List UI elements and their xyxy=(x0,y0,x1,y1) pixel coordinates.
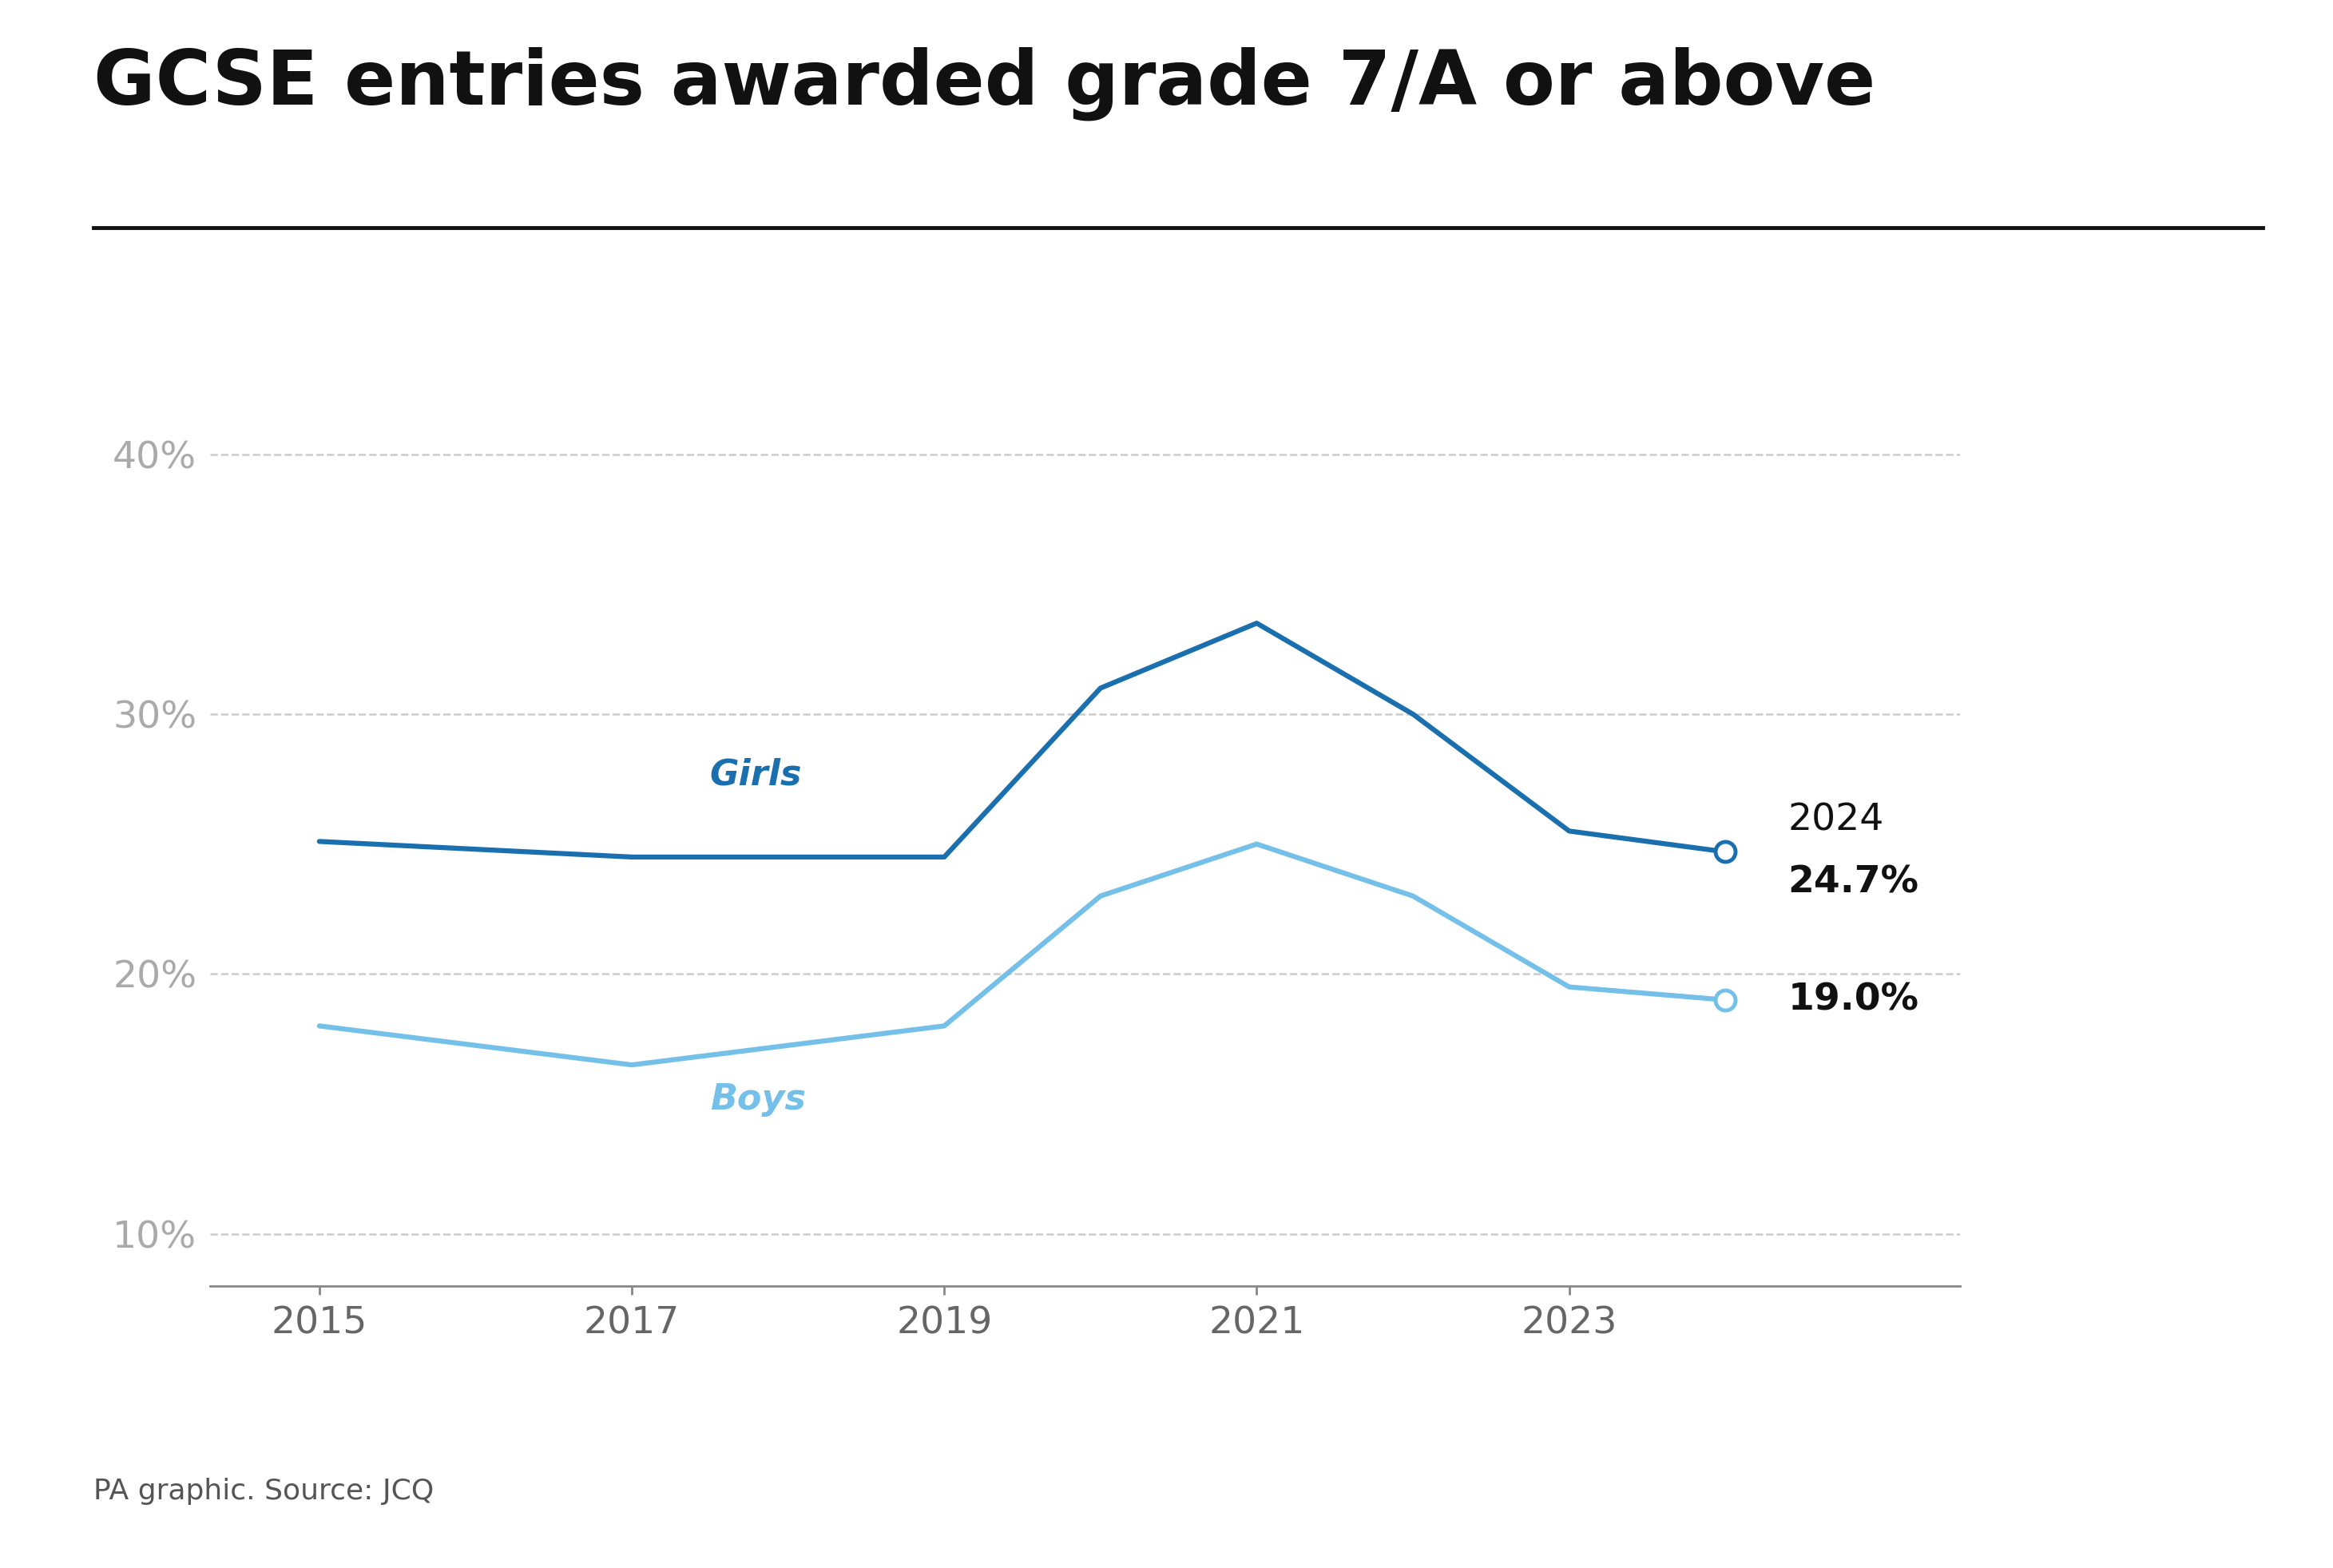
Text: 19.0%: 19.0% xyxy=(1787,982,1918,1018)
Text: Boys: Boys xyxy=(709,1082,805,1116)
Text: PA graphic. Source: JCQ: PA graphic. Source: JCQ xyxy=(93,1479,434,1505)
Text: GCSE entries awarded grade 7/A or above: GCSE entries awarded grade 7/A or above xyxy=(93,47,1876,121)
Text: 2024: 2024 xyxy=(1787,803,1885,839)
Text: Girls: Girls xyxy=(709,757,803,792)
Text: 24.7%: 24.7% xyxy=(1787,866,1918,902)
